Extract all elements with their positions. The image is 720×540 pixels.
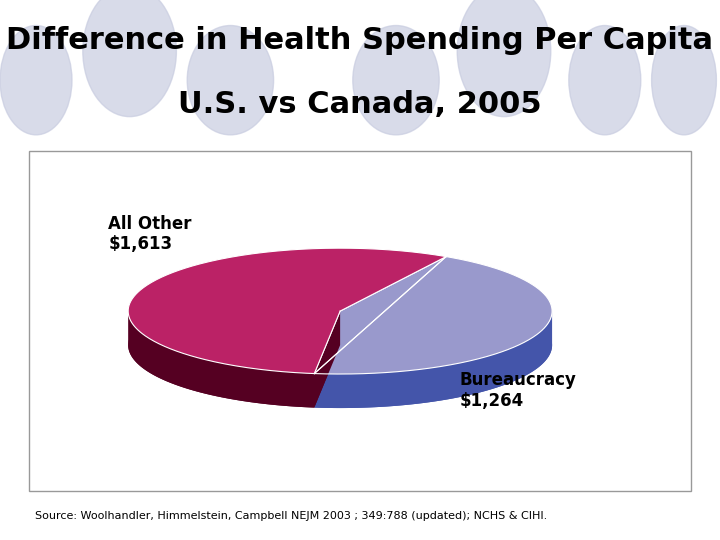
Polygon shape [315, 311, 340, 408]
Text: $1,264: $1,264 [459, 392, 523, 410]
Polygon shape [315, 291, 552, 408]
Ellipse shape [457, 0, 551, 117]
Text: U.S. vs Canada, 2005: U.S. vs Canada, 2005 [178, 91, 542, 119]
Ellipse shape [83, 0, 176, 117]
Text: $1,613: $1,613 [108, 235, 172, 253]
Polygon shape [128, 282, 446, 408]
Text: All Other: All Other [108, 215, 192, 233]
Text: Difference in Health Spending Per Capita: Difference in Health Spending Per Capita [6, 26, 714, 55]
Ellipse shape [187, 25, 274, 135]
Bar [29, 151, 691, 491]
Polygon shape [315, 311, 340, 408]
Ellipse shape [0, 25, 72, 135]
Ellipse shape [353, 25, 439, 135]
Text: Bureaucracy: Bureaucracy [459, 372, 576, 389]
Polygon shape [315, 256, 552, 374]
Ellipse shape [652, 25, 716, 135]
Ellipse shape [569, 25, 641, 135]
Polygon shape [128, 248, 446, 374]
Text: Source: Woolhandler, Himmelstein, Campbell NEJM 2003 ; 349:788 (updated); NCHS &: Source: Woolhandler, Himmelstein, Campbe… [35, 511, 548, 521]
Polygon shape [315, 312, 552, 408]
Polygon shape [128, 311, 315, 408]
